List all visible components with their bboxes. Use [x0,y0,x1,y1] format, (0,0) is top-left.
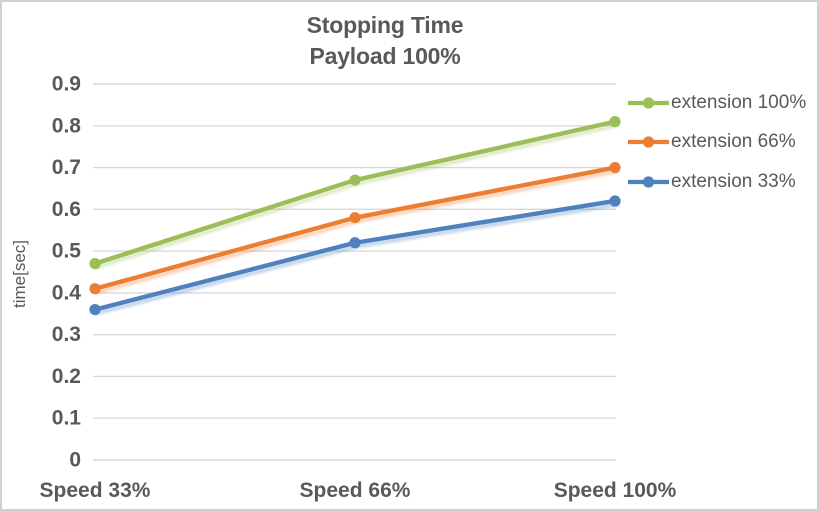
data-point-extension-33 [609,195,621,207]
y-tick-label: 0.1 [52,407,82,430]
x-category-label: Speed 100% [554,479,677,502]
x-category-label: Speed 33% [40,479,151,502]
y-tick-label: 0.7 [52,156,81,179]
y-tick-label: 0 [69,449,81,472]
data-point-extension-100 [349,174,361,186]
y-tick-label: 0.9 [52,73,81,96]
data-point-extension-100 [609,116,621,128]
y-tick-label: 0.2 [52,365,81,388]
legend-label: extension 66% [671,131,796,153]
y-tick-label: 0.8 [52,114,82,137]
legend-item-extension-33: extension 33% [627,162,806,202]
data-point-extension-100 [89,258,101,270]
y-tick-label: 0.4 [52,281,82,304]
legend: extension 100% extension 66% extension 33% [627,83,806,202]
legend-item-extension-100: extension 100% [627,83,806,123]
x-category-label: Speed 66% [300,479,411,502]
legend-marker-icon [628,136,669,148]
legend-marker-icon [628,176,669,188]
series-shadow-extension-66 [95,168,620,295]
y-tick-label: 0.3 [52,323,81,346]
legend-label: extension 33% [671,170,796,192]
legend-item-extension-66: extension 66% [627,123,806,163]
data-point-extension-66 [349,212,361,224]
legend-marker-icon [628,97,669,109]
y-tick-label: 0.5 [52,240,82,263]
data-point-extension-33 [89,304,101,316]
data-point-extension-66 [89,283,101,295]
data-point-extension-66 [609,161,621,174]
y-tick-label: 0.6 [52,198,81,221]
chart-subtitle: Payload 100% [309,43,461,69]
data-point-extension-33 [349,237,361,249]
chart-title-block: Stopping Time Payload 100% [2,10,768,72]
chart-title: Stopping Time [306,12,464,38]
legend-label: extension 100% [671,91,807,113]
